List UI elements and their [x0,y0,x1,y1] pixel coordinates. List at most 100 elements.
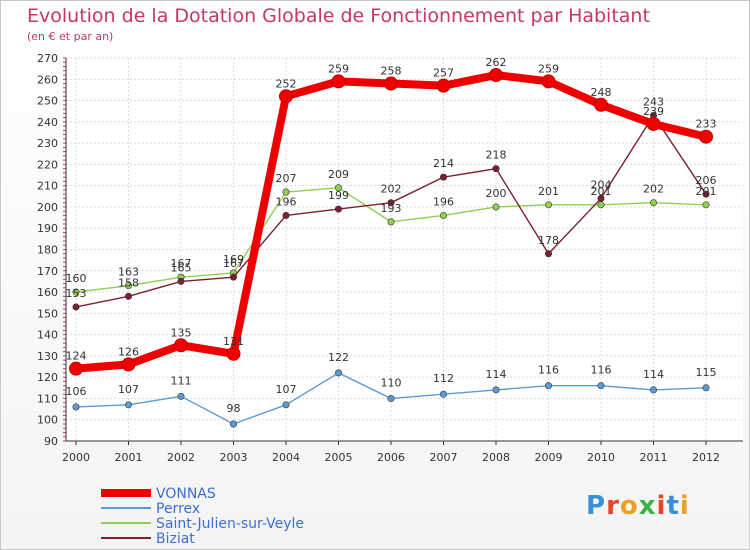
data-label: 107 [276,383,297,396]
data-point [334,184,342,192]
data-point [72,403,80,411]
data-label: 126 [118,345,139,358]
data-label: 106 [66,385,87,398]
x-tick-label: 2004 [272,451,300,464]
data-label: 204 [591,178,612,191]
data-point [125,401,133,409]
data-label: 259 [538,62,559,75]
y-tick-label: 230 [37,137,58,150]
y-tick-label: 190 [37,222,58,235]
x-tick-label: 2006 [377,451,405,464]
data-point [544,201,552,209]
data-label: 257 [433,67,454,80]
x-tick-label: 2002 [167,451,195,464]
data-label: 233 [696,118,717,131]
data-point [439,211,447,219]
chart-title: Evolution de la Dotation Globale de Fonc… [27,5,650,27]
y-tick-label: 100 [37,414,58,427]
logo-letter: i [679,491,690,521]
data-label: 124 [66,350,87,363]
data-point [492,386,500,394]
data-label: 196 [433,195,454,208]
logo-letter: i [656,491,667,521]
data-label: 98 [227,402,241,415]
logo-letter: t [666,491,680,521]
y-tick-label: 210 [37,180,58,193]
y-tick-label: 110 [37,392,58,405]
logo-letter: r [606,491,620,521]
proxiti-logo: Proxiti [586,491,690,521]
x-tick-label: 2000 [62,451,90,464]
data-point [646,116,661,131]
data-point [279,89,293,104]
data-point [125,282,133,290]
data-label: 252 [276,77,297,90]
data-label: 209 [328,168,349,181]
data-point [177,277,185,285]
data-label: 107 [118,383,139,396]
data-point [544,382,552,390]
data-label: 214 [433,157,454,170]
data-point [72,288,80,296]
data-label: 201 [696,185,717,198]
legend-label: Saint-Julien-sur-Veyle [156,516,304,532]
data-label: 243 [643,95,664,108]
data-point [541,74,556,89]
data-label: 116 [538,364,559,377]
y-tick-label: 220 [37,158,58,171]
legend-label: Biziat [156,531,195,547]
data-label: 135 [171,326,192,339]
data-label: 262 [486,56,507,69]
data-label: 239 [643,105,664,118]
y-tick-label: 260 [37,73,58,86]
data-point [282,401,290,409]
y-tick-label: 160 [37,286,58,299]
x-tick-label: 2009 [535,451,563,464]
data-label: 202 [381,183,402,196]
data-label: 158 [118,276,139,289]
data-point [174,338,188,353]
data-point [121,357,136,372]
data-label: 160 [66,272,87,285]
x-tick-label: 2003 [220,451,248,464]
data-point [282,188,290,196]
data-label: 111 [171,374,192,387]
logo-letter: o [619,491,639,521]
data-point [649,386,657,394]
data-point [230,273,238,281]
y-tick-label: 250 [37,95,58,108]
y-tick-label: 90 [44,435,58,448]
x-tick-label: 2001 [115,451,143,464]
data-label: 131 [223,335,244,348]
data-point [177,392,185,400]
data-label: 165 [171,261,192,274]
data-point [72,303,80,311]
data-label: 169 [223,253,244,266]
data-label: 167 [171,257,192,270]
y-tick-label: 140 [37,329,58,342]
data-point [489,68,503,83]
data-point [436,78,451,93]
x-tick-label: 2007 [430,451,458,464]
data-label: 202 [643,183,664,196]
data-label: 193 [381,202,402,215]
data-point [439,390,447,398]
y-tick-label: 170 [37,265,58,278]
data-point [492,165,500,173]
data-point [702,201,710,209]
data-label: 116 [591,364,612,377]
data-label: 200 [486,187,507,200]
logo-letter: x [638,491,657,521]
data-point [492,203,500,211]
y-tick-label: 120 [37,371,58,384]
data-point [387,218,395,226]
y-tick-label: 130 [37,350,58,363]
data-label: 163 [118,266,139,279]
data-label: 114 [486,368,507,381]
data-point [69,361,83,376]
data-point [387,199,395,207]
x-tick-label: 2008 [482,451,510,464]
data-label: 258 [381,65,402,78]
